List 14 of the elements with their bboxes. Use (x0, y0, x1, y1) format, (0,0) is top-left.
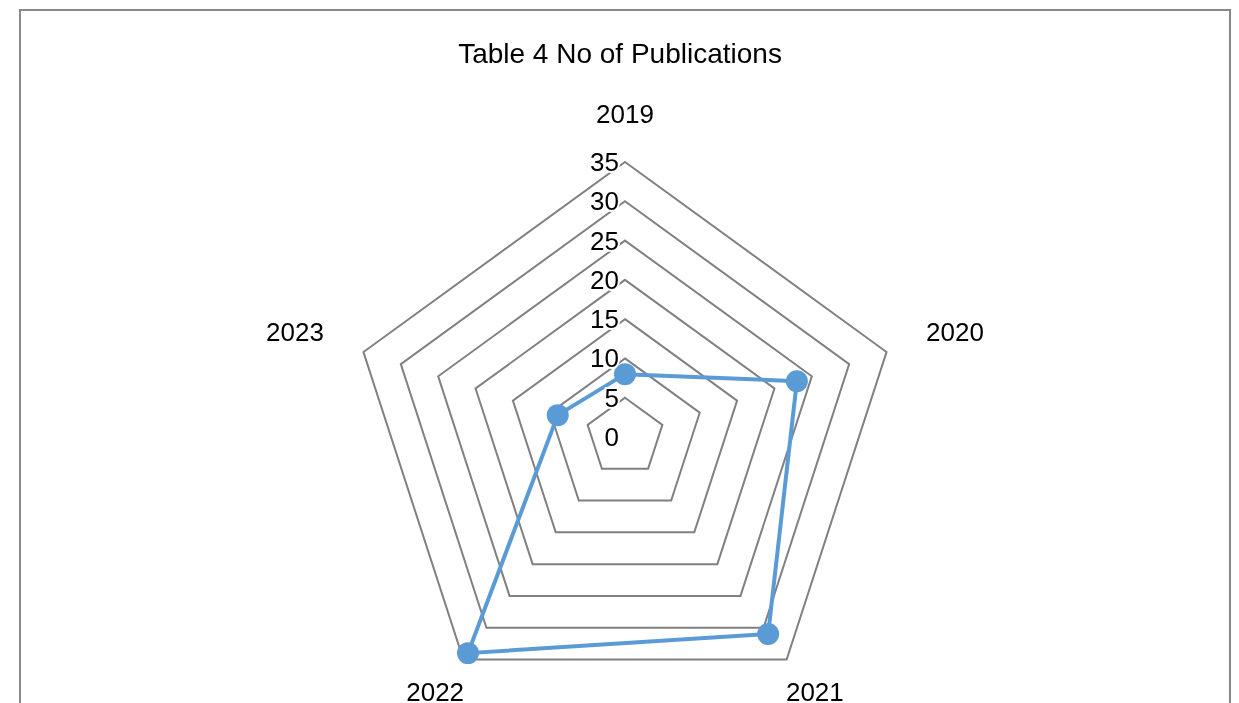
y-tick-label: 5 (604, 382, 619, 413)
y-tick-label: 35 (590, 147, 619, 177)
y-tick-label: 10 (590, 343, 619, 374)
spoke-label: 2019 (596, 99, 654, 129)
y-tick-label: 20 (590, 264, 619, 295)
spoke-label: 2020 (926, 316, 984, 347)
y-tick-label: 30 (590, 186, 619, 217)
y-tick-label: 15 (590, 304, 619, 335)
spoke-label: 2022 (406, 676, 465, 703)
y-tick-label: 25 (590, 225, 619, 256)
chart-title: Table 4 No of Publications (458, 38, 782, 69)
y-tick-label: 0 (604, 422, 619, 452)
spoke-label: 2021 (785, 676, 844, 703)
spoke-label: 2023 (266, 316, 324, 347)
